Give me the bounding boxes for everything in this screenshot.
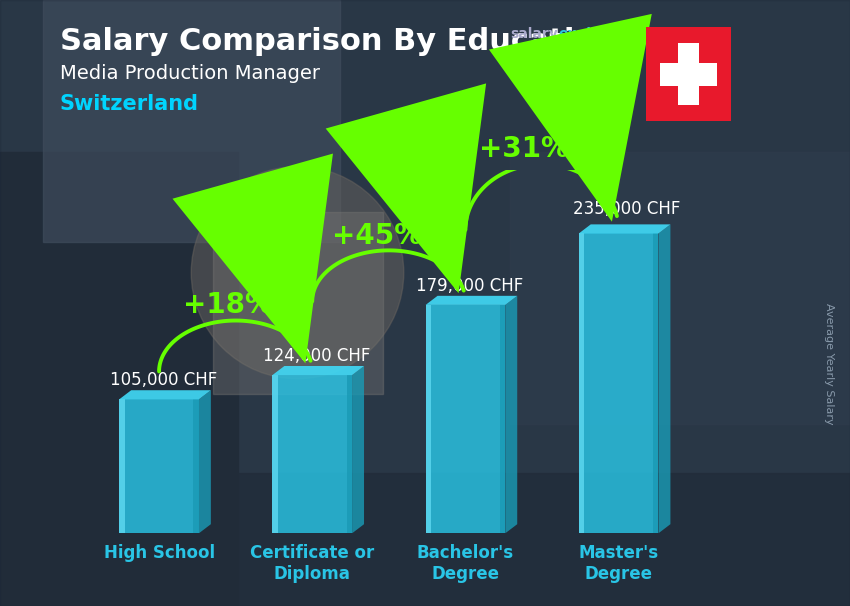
Bar bbox=[510, 152, 850, 424]
Text: +45%: +45% bbox=[332, 222, 422, 250]
Text: Average Yearly Salary: Average Yearly Salary bbox=[824, 303, 834, 424]
Text: .com: .com bbox=[619, 27, 656, 41]
Bar bbox=[579, 233, 585, 533]
Bar bbox=[678, 43, 699, 105]
Text: Switzerland: Switzerland bbox=[60, 94, 199, 114]
Text: explorer: explorer bbox=[558, 27, 624, 41]
Text: Salary Comparison By Education: Salary Comparison By Education bbox=[60, 27, 616, 56]
Bar bbox=[653, 233, 659, 533]
Text: 105,000 CHF: 105,000 CHF bbox=[110, 371, 218, 389]
Bar bbox=[0, 152, 238, 606]
Text: 235,000 CHF: 235,000 CHF bbox=[573, 200, 680, 218]
Bar bbox=[426, 305, 431, 533]
Polygon shape bbox=[119, 390, 211, 399]
Bar bbox=[273, 375, 278, 533]
Polygon shape bbox=[579, 224, 671, 233]
Text: 179,000 CHF: 179,000 CHF bbox=[416, 277, 524, 295]
Bar bbox=[347, 375, 352, 533]
Bar bbox=[500, 305, 505, 533]
Bar bbox=[119, 399, 199, 533]
Bar bbox=[119, 399, 125, 533]
Bar bbox=[42, 0, 340, 242]
Polygon shape bbox=[352, 366, 364, 533]
Polygon shape bbox=[505, 296, 517, 533]
Polygon shape bbox=[426, 296, 517, 305]
Bar bbox=[426, 305, 505, 533]
Polygon shape bbox=[273, 366, 364, 375]
Text: 124,000 CHF: 124,000 CHF bbox=[264, 347, 371, 365]
Bar bbox=[273, 375, 352, 533]
Text: +18%: +18% bbox=[183, 291, 273, 319]
Bar bbox=[193, 399, 199, 533]
Polygon shape bbox=[659, 224, 671, 533]
Text: Media Production Manager: Media Production Manager bbox=[60, 64, 320, 82]
Bar bbox=[0, 473, 850, 606]
Ellipse shape bbox=[191, 167, 404, 379]
Bar bbox=[212, 212, 382, 394]
Bar bbox=[660, 63, 717, 85]
Bar bbox=[579, 233, 659, 533]
Text: salary: salary bbox=[510, 27, 558, 41]
Polygon shape bbox=[199, 390, 211, 533]
Text: +31%: +31% bbox=[479, 135, 569, 162]
